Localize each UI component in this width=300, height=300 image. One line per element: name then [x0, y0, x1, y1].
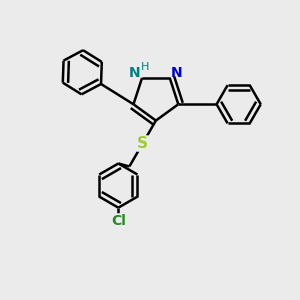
Text: H: H [141, 62, 149, 72]
Text: Cl: Cl [111, 214, 126, 228]
Text: N: N [129, 66, 140, 80]
Text: N: N [170, 66, 182, 80]
Text: S: S [137, 136, 148, 151]
